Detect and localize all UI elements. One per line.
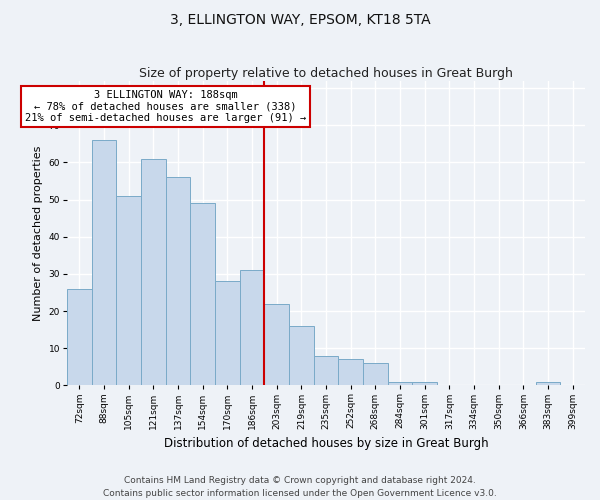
Bar: [536, 382, 560, 386]
Bar: [190, 204, 215, 386]
Bar: [412, 382, 437, 386]
Bar: [314, 356, 338, 386]
Text: 3, ELLINGTON WAY, EPSOM, KT18 5TA: 3, ELLINGTON WAY, EPSOM, KT18 5TA: [170, 12, 430, 26]
Bar: [265, 304, 289, 386]
Bar: [363, 363, 388, 386]
Bar: [67, 288, 92, 386]
Text: 3 ELLINGTON WAY: 188sqm
← 78% of detached houses are smaller (338)
21% of semi-d: 3 ELLINGTON WAY: 188sqm ← 78% of detache…: [25, 90, 307, 123]
Bar: [215, 282, 240, 386]
Bar: [116, 196, 141, 386]
Bar: [166, 178, 190, 386]
X-axis label: Distribution of detached houses by size in Great Burgh: Distribution of detached houses by size …: [164, 437, 488, 450]
Bar: [289, 326, 314, 386]
Y-axis label: Number of detached properties: Number of detached properties: [33, 146, 43, 320]
Bar: [240, 270, 265, 386]
Bar: [92, 140, 116, 386]
Bar: [141, 158, 166, 386]
Bar: [388, 382, 412, 386]
Bar: [338, 360, 363, 386]
Text: Contains HM Land Registry data © Crown copyright and database right 2024.
Contai: Contains HM Land Registry data © Crown c…: [103, 476, 497, 498]
Title: Size of property relative to detached houses in Great Burgh: Size of property relative to detached ho…: [139, 66, 513, 80]
